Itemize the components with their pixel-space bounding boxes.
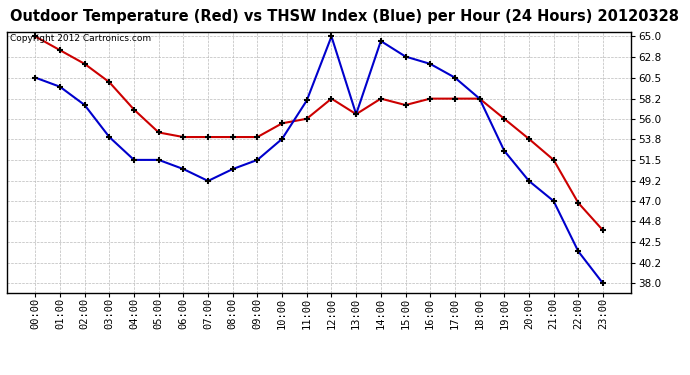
Text: Outdoor Temperature (Red) vs THSW Index (Blue) per Hour (24 Hours) 20120328: Outdoor Temperature (Red) vs THSW Index … — [10, 9, 680, 24]
Text: Copyright 2012 Cartronics.com: Copyright 2012 Cartronics.com — [10, 34, 151, 44]
